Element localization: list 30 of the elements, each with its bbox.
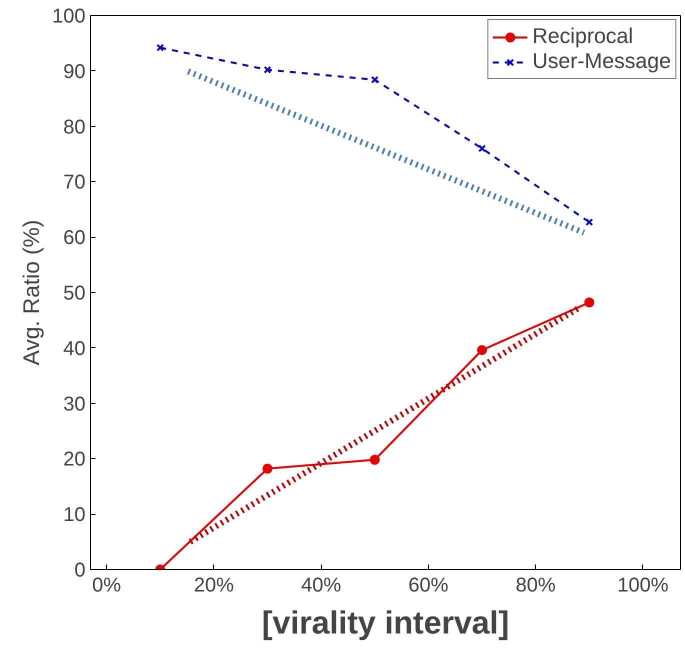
y-tick-label: 0: [74, 560, 86, 582]
y-tick-label: 80: [63, 116, 86, 138]
y-tick-label: 20: [63, 448, 86, 471]
point: [370, 76, 379, 84]
point: [262, 464, 272, 474]
point: [584, 297, 594, 308]
y-tick-label: 40: [63, 338, 86, 360]
point: [264, 66, 272, 74]
point: [370, 454, 380, 465]
y-tick-label: 30: [63, 393, 86, 416]
x-axis-title: [virality interval]: [262, 604, 510, 640]
x-tick-label: 100%: [617, 574, 669, 596]
y-tick-label: 60: [63, 227, 86, 250]
y-tick-label: 50: [63, 282, 86, 304]
y-axis-title: Avg. Ratio (%): [18, 220, 44, 366]
legend-label: Reciprocal: [532, 24, 634, 49]
x-tick-label: 0%: [92, 574, 122, 596]
x-tick-label: 20%: [194, 574, 234, 596]
point: [585, 218, 594, 226]
y-tick-label: 70: [63, 172, 86, 194]
point: [477, 345, 488, 356]
x-tick-label: 40%: [301, 574, 342, 596]
legend-label: User-Message: [532, 49, 671, 74]
x-tick-label: 60%: [408, 574, 449, 596]
point: [478, 144, 486, 152]
y-tick-label: 100: [52, 6, 86, 28]
x-tick-label: 80%: [516, 574, 556, 596]
y-tick-label: 10: [63, 504, 86, 526]
y-tick-label: 90: [63, 60, 86, 83]
point: [156, 44, 164, 52]
